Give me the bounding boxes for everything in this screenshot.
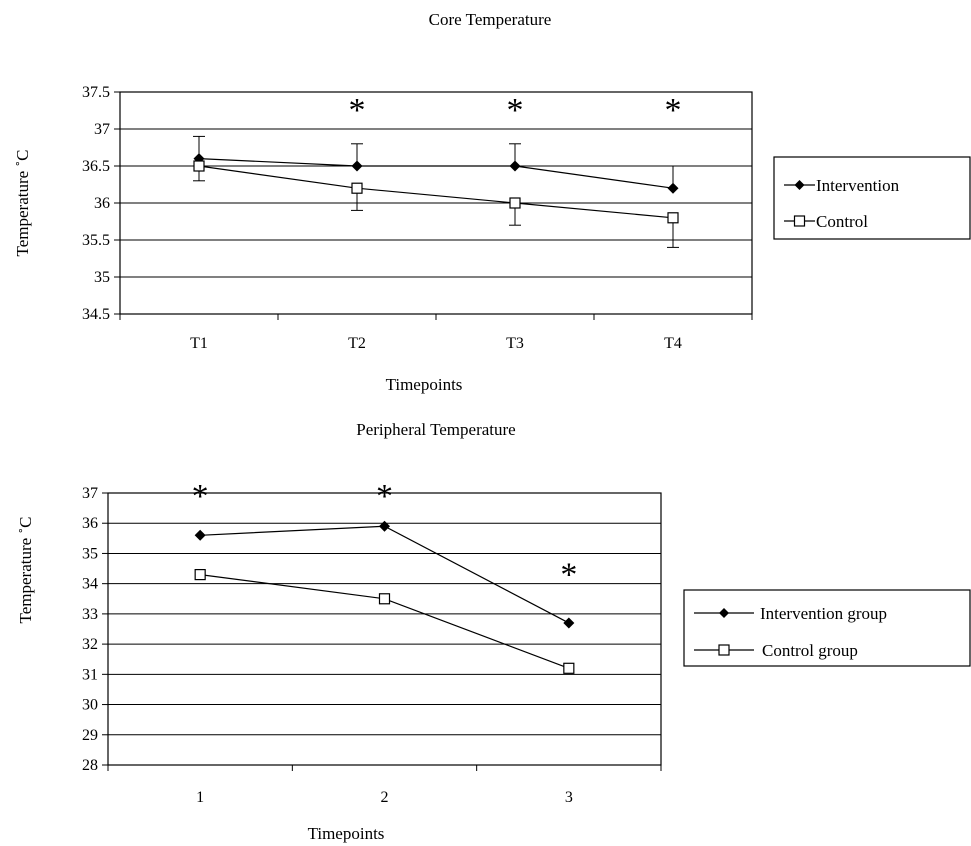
chart2-significance-asterisk: * xyxy=(192,478,209,515)
chart2-significance-asterisk: * xyxy=(376,478,393,515)
chart1-y-tick-label: 37.5 xyxy=(82,84,110,101)
chart2-x-ticks: 1 2 3 xyxy=(107,765,662,806)
chart1-x-tick-label: T4 xyxy=(664,335,682,352)
chart2-legend-control-label: Control group xyxy=(762,641,858,660)
chart2-y-axis-label: Temperature ˚C xyxy=(16,517,35,624)
chart1-y-tick-label: 34.5 xyxy=(82,306,110,323)
chart1-y-ticks: 34.5 35 35.5 36 36.5 37 37.5 xyxy=(82,84,120,323)
chart1-title: Core Temperature xyxy=(429,10,552,29)
chart2-legend: Intervention group Control group xyxy=(683,589,971,667)
chart1-x-tick-label: T3 xyxy=(506,335,524,352)
chart2-x-tick-label: 1 xyxy=(196,789,204,806)
chart1-y-axis-label: Temperature ˚C xyxy=(13,150,32,257)
chart2-significance-asterisk: * xyxy=(560,557,577,594)
chart2-y-tick-label: 34 xyxy=(82,576,98,593)
chart1-series-control-point xyxy=(667,212,679,224)
chart2-y-tick-label: 28 xyxy=(82,757,98,774)
chart2-legend-intervention-marker xyxy=(719,608,729,618)
chart2-series-control-group-point xyxy=(378,593,391,605)
chart2-legend-control-marker xyxy=(718,644,730,656)
chart2-annotations: * * * xyxy=(192,478,578,594)
chart2-y-tick-label: 36 xyxy=(82,515,98,532)
chart2-series-intervention-group-point xyxy=(563,617,575,629)
chart1-legend-intervention-label: Intervention xyxy=(816,176,900,195)
chart1-legend-control-marker xyxy=(793,215,806,227)
chart1-series-control-point xyxy=(351,182,363,194)
chart2-y-tick-label: 37 xyxy=(82,485,98,502)
chart1-legend-box xyxy=(773,156,971,240)
chart1-significance-asterisk: * xyxy=(665,92,682,129)
chart2-legend-box xyxy=(683,589,971,667)
chart1-significance-asterisk: * xyxy=(507,92,524,129)
chart1-series-intervention-point xyxy=(351,160,363,172)
chart2-legend-intervention-label: Intervention group xyxy=(760,604,887,623)
chart1-significance-asterisk: * xyxy=(349,92,366,129)
chart1-series xyxy=(193,135,679,248)
chart1-annotations: * * * xyxy=(349,92,682,129)
chart2-series-intervention-group-point xyxy=(194,529,206,541)
chart1-series-control-line xyxy=(198,165,674,219)
chart1-x-tick-label: T1 xyxy=(190,335,208,352)
core-temperature-chart: Core Temperature 34.53535.53636.53737.5 … xyxy=(13,10,971,394)
chart1-legend: Intervention Control xyxy=(773,156,971,240)
chart2-y-tick-label: 33 xyxy=(82,606,98,623)
chart1-series-control-point xyxy=(509,197,521,209)
chart1-x-axis-label: Timepoints xyxy=(386,375,463,394)
chart2-y-ticks: 28 29 30 31 32 33 34 35 36 37 xyxy=(82,485,108,774)
chart2-plot-area xyxy=(107,492,662,766)
chart2-y-tick-label: 35 xyxy=(82,545,98,562)
chart1-series-intervention-point xyxy=(509,160,521,172)
chart2-series-control-group-line xyxy=(200,574,570,669)
chart1-y-tick-label: 35 xyxy=(94,269,110,286)
chart2-x-tick-label: 2 xyxy=(381,789,389,806)
chart1-y-tick-label: 37 xyxy=(94,121,110,138)
chart1-series-intervention-point xyxy=(667,182,679,194)
chart2-series-intervention-group-point xyxy=(379,520,390,532)
chart1-series-control-point xyxy=(193,160,205,172)
chart2-x-axis-label: Timepoints xyxy=(308,824,385,843)
peripheral-temperature-chart: Peripheral Temperature 28293031323334353… xyxy=(16,420,971,843)
chart1-y-tick-label: 36 xyxy=(94,195,110,212)
chart1-x-tick-label: T2 xyxy=(348,335,366,352)
chart2-y-tick-label: 31 xyxy=(82,666,98,683)
chart2-series-control-group-point xyxy=(563,662,575,674)
chart2-series-control-group-point xyxy=(194,568,206,581)
chart2-y-tick-label: 32 xyxy=(82,636,98,653)
chart2-title: Peripheral Temperature xyxy=(356,420,515,439)
chart1-y-tick-label: 36.5 xyxy=(82,158,110,175)
chart1-x-ticks: T1 T2 T3 T4 xyxy=(119,314,753,352)
chart2-x-tick-label: 3 xyxy=(565,789,573,806)
chart1-gridlines xyxy=(120,91,752,315)
chart2-series xyxy=(194,520,575,674)
chart1-series-intervention-line xyxy=(198,158,674,189)
chart2-series-intervention-group-line xyxy=(200,525,570,624)
chart2-gridlines xyxy=(108,492,661,766)
chart1-legend-control-label: Control xyxy=(816,212,868,231)
chart2-y-tick-label: 29 xyxy=(82,727,98,744)
chart2-y-tick-label: 30 xyxy=(82,697,98,714)
chart1-y-tick-label: 35.5 xyxy=(82,232,110,249)
chart1-legend-intervention-marker xyxy=(794,180,805,190)
